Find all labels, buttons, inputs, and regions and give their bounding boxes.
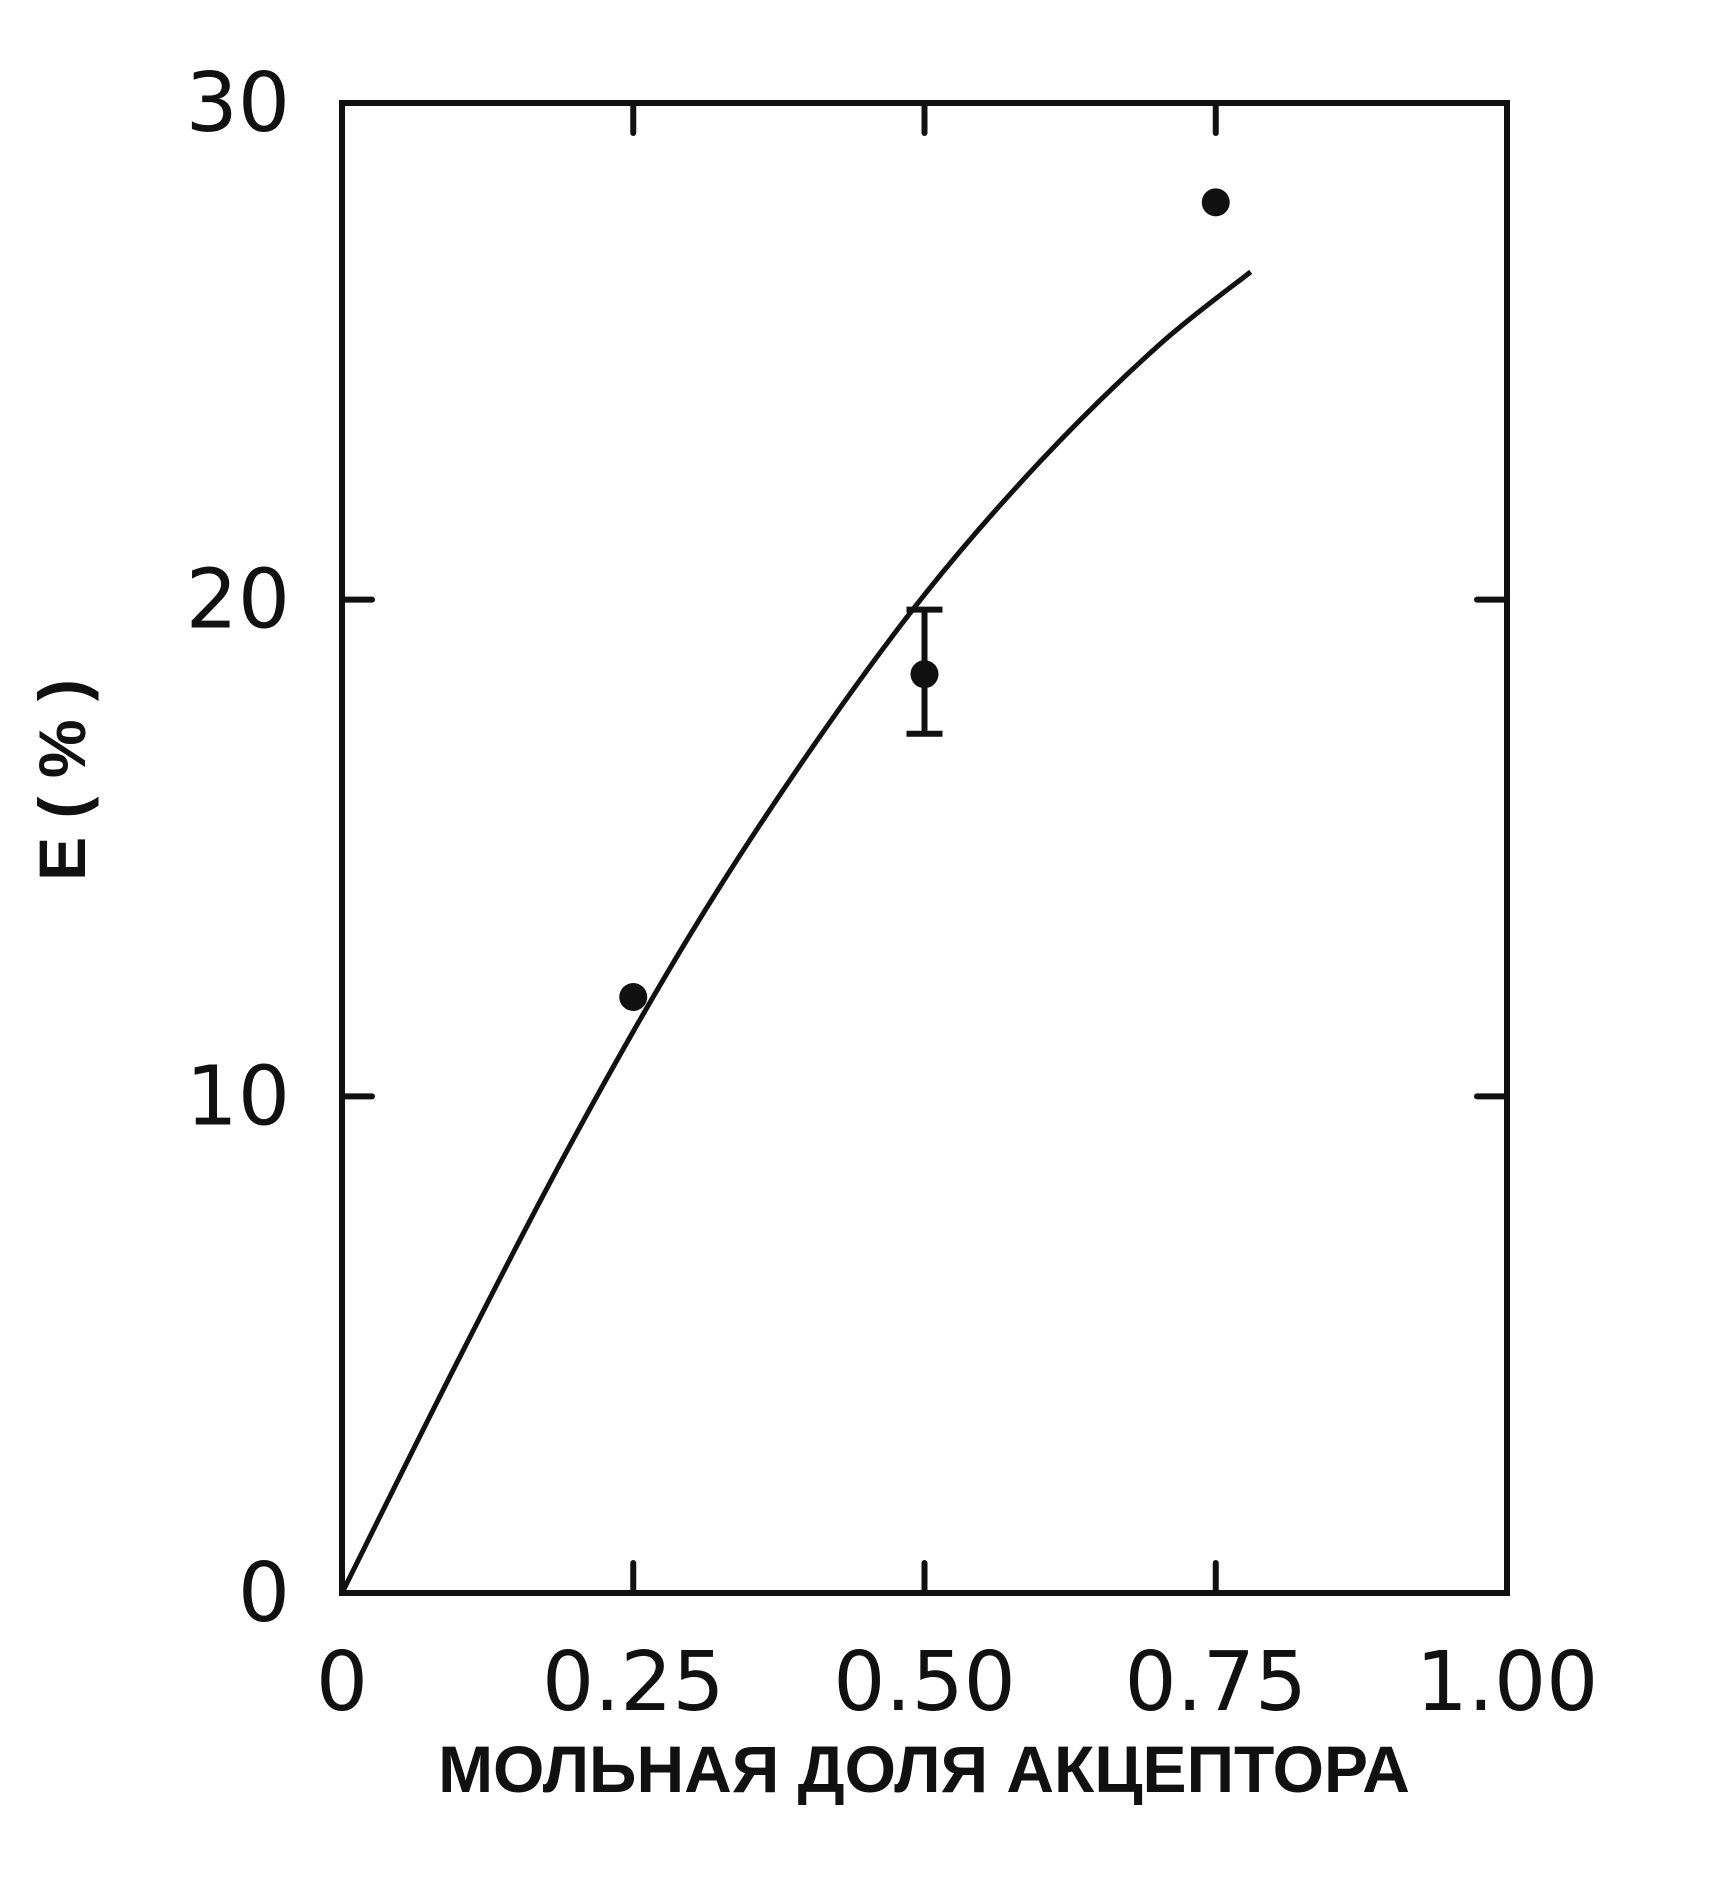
x-axis-label: МОЛЬНАЯ ДОЛЯ АКЦЕПТОРА [438, 1732, 1410, 1806]
x-tick-label: 0.25 [542, 1635, 725, 1730]
y-tick-label: 10 [186, 1049, 290, 1144]
plot-frame [339, 100, 1510, 1596]
axis-ticks [339, 100, 1510, 1596]
y-tick-labels: 0 10 20 30 [186, 56, 290, 1641]
y-tick-label: 0 [238, 1546, 290, 1641]
data-point [1201, 188, 1230, 217]
y-tick-label: 20 [186, 553, 290, 648]
y-tick-label: 30 [186, 56, 290, 151]
y-axis-label: E ( % ) [25, 679, 99, 881]
x-tick-label: 0 [316, 1635, 368, 1730]
data-point [910, 660, 939, 689]
data-point [619, 983, 648, 1011]
x-tick-label: 1.00 [1416, 1635, 1599, 1730]
x-tick-label: 0.75 [1124, 1635, 1307, 1730]
fit-curve-layer [339, 269, 1253, 1595]
fit-curve [339, 269, 1253, 1595]
data-points-layer [619, 188, 1230, 1011]
x-tick-label: 0.50 [833, 1635, 1016, 1730]
x-tick-labels: 0 0.25 0.50 0.75 1.00 [316, 1635, 1598, 1730]
